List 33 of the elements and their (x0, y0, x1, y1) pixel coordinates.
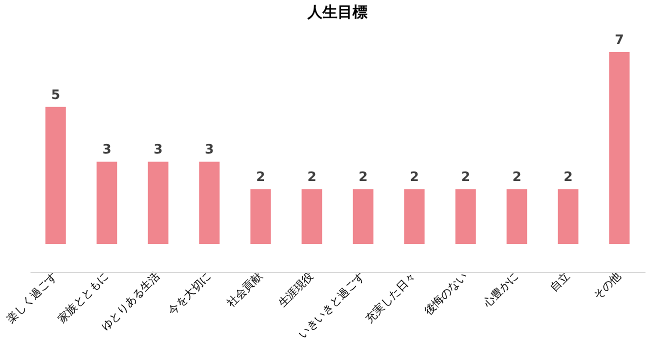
data-label: 7 (614, 33, 624, 48)
x-tick-label: 自立 (548, 270, 572, 294)
data-label: 5 (51, 88, 60, 103)
data-label: 2 (358, 170, 368, 186)
x-tick-label: 充実した日々 (362, 270, 419, 326)
bar (558, 189, 578, 244)
data-label: 2 (307, 170, 316, 186)
data-label: 3 (204, 142, 214, 158)
bar (302, 189, 322, 244)
x-tick-label: 社会貢献 (224, 270, 265, 310)
x-tick-label: その他 (591, 270, 624, 302)
data-label: 2 (564, 170, 573, 186)
bar (199, 162, 220, 244)
bar (96, 162, 118, 244)
bar (609, 52, 630, 244)
x-tick-label: 生涯現役 (276, 270, 316, 310)
x-tick-label: 後悔のない (422, 270, 470, 318)
bar (404, 189, 425, 244)
data-label: 2 (461, 170, 470, 186)
bar (148, 162, 168, 244)
data-label: 2 (256, 170, 266, 186)
data-label: 3 (102, 142, 112, 158)
bar (352, 189, 374, 244)
chart-title: 人生目標 (306, 3, 368, 21)
bar (45, 106, 66, 244)
data-label: 2 (512, 170, 522, 186)
x-tick-label: 心豊かに (480, 270, 522, 311)
bar (455, 189, 476, 244)
bar (250, 189, 271, 244)
x-tick-label: 今を大切に (166, 270, 214, 318)
bar (506, 189, 528, 244)
data-label: 3 (154, 142, 163, 158)
data-label: 2 (410, 170, 419, 186)
